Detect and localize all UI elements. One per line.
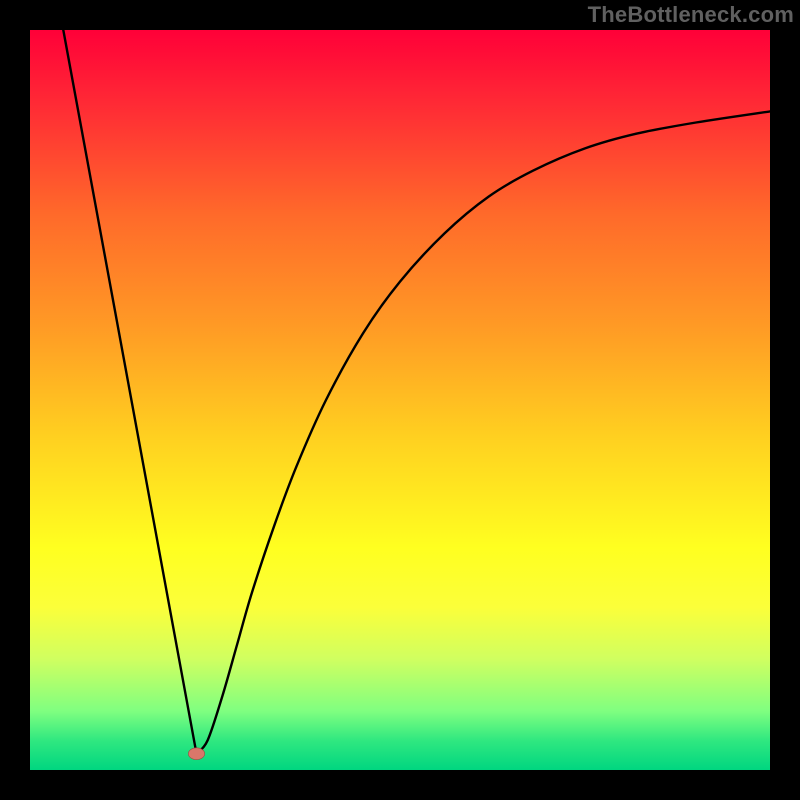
- gradient-background: [30, 30, 770, 770]
- bottleneck-curve-plot: [30, 30, 770, 770]
- plot-svg: [30, 30, 770, 770]
- watermark-text: TheBottleneck.com: [588, 2, 794, 28]
- chart-container: { "watermark": { "text": "TheBottleneck.…: [0, 0, 800, 800]
- vertex-marker: [188, 748, 204, 760]
